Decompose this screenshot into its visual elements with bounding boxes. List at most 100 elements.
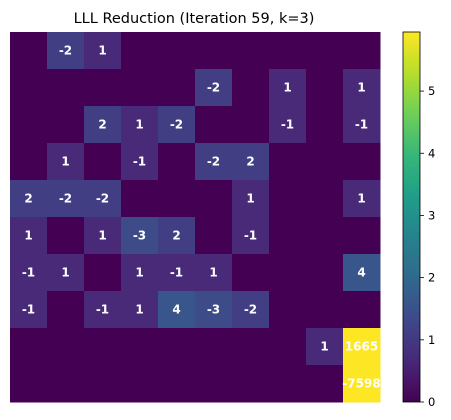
cell-value-label: 2 (172, 229, 180, 243)
colorbar-tick-label: 0 (428, 395, 435, 409)
heatmap-cell-r2-c8 (306, 106, 344, 144)
heatmap-cell-r6-c5 (195, 254, 233, 292)
heatmap-cell-r7-c4 (158, 291, 196, 329)
heatmap-cell-r3-c5 (195, 143, 233, 181)
cell-value-label: 1 (98, 44, 106, 58)
heatmap-cell-r7-c5 (195, 291, 233, 329)
heatmap-cell-r6-c3 (121, 254, 159, 292)
heatmap-cell-r7-c7 (269, 291, 307, 329)
cell-value-label: 1 (24, 229, 32, 243)
heatmap-cell-r2-c7 (269, 106, 307, 144)
cell-value-label: -1 (170, 266, 183, 280)
heatmap-cell-r9-c4 (158, 365, 196, 403)
heatmap-cell-r8-c5 (195, 328, 233, 366)
heatmap-cell-r9-c8 (306, 365, 344, 403)
heatmap-cell-r3-c3 (121, 143, 159, 181)
heatmap-cell-r2-c4 (158, 106, 196, 144)
heatmap-cell-r2-c6 (232, 106, 270, 144)
heatmap-cell-r7-c3 (121, 291, 159, 329)
heatmap-cell-r6-c7 (269, 254, 307, 292)
heatmap-cell-r1-c6 (232, 69, 270, 107)
heatmap-cell-r8-c9 (343, 328, 381, 366)
heatmap-cell-r7-c8 (306, 291, 344, 329)
cell-value-label: -2 (207, 81, 220, 95)
cell-value-label: -2 (207, 155, 220, 169)
heatmap-cell-r4-c6 (232, 180, 270, 218)
cell-value-label: -1 (244, 229, 257, 243)
heatmap-cell-r2-c2 (84, 106, 122, 144)
heatmap-cell-r0-c3 (121, 32, 159, 70)
cell-value-label: -2 (59, 44, 72, 58)
cell-value-label: -1 (355, 118, 368, 132)
heatmap-cell-r8-c2 (84, 328, 122, 366)
heatmap-cell-r6-c1 (47, 254, 85, 292)
heatmap-cell-r2-c1 (47, 106, 85, 144)
cell-value-label: 1 (283, 81, 291, 95)
cell-value-label: 1 (320, 340, 328, 354)
heatmap-cell-r2-c3 (121, 106, 159, 144)
heatmap-cell-r0-c8 (306, 32, 344, 70)
colorbar-tick-label: 2 (428, 271, 435, 285)
cell-value-label: 1665 (345, 340, 378, 354)
cell-value-label: -2 (59, 192, 72, 206)
heatmap-cell-r0-c6 (232, 32, 270, 70)
heatmap-cell-r1-c7 (269, 69, 307, 107)
heatmap-cell-r9-c7 (269, 365, 307, 403)
heatmap-cell-r1-c4 (158, 69, 196, 107)
cell-value-label: -3 (133, 229, 146, 243)
heatmap-cell-r7-c9 (343, 291, 381, 329)
heatmap-cell-r4-c4 (158, 180, 196, 218)
heatmap-cell-r5-c0 (10, 217, 48, 255)
heatmap-cell-r0-c5 (195, 32, 233, 70)
heatmap-cell-r8-c0 (10, 328, 48, 366)
heatmap-cell-r4-c9 (343, 180, 381, 218)
cell-value-label: -3 (207, 303, 220, 317)
heatmap-cell-r3-c8 (306, 143, 344, 181)
cell-value-label: 1 (357, 192, 365, 206)
cell-value-label: 1 (135, 303, 143, 317)
heatmap-cell-r3-c0 (10, 143, 48, 181)
heatmap-cell-r9-c9 (343, 365, 381, 403)
heatmap-cell-r8-c6 (232, 328, 270, 366)
heatmap-cell-r3-c4 (158, 143, 196, 181)
cell-value-label: -1 (281, 118, 294, 132)
cell-value-label: 2 (246, 155, 254, 169)
heatmap-cell-r2-c0 (10, 106, 48, 144)
heatmap-cell-r0-c9 (343, 32, 381, 70)
cell-value-label: 1 (357, 81, 365, 95)
cell-value-label: 1 (98, 229, 106, 243)
heatmap-cell-r1-c5 (195, 69, 233, 107)
heatmap-cell-r4-c5 (195, 180, 233, 218)
heatmap-cell-r5-c2 (84, 217, 122, 255)
cell-value-label: -7598 (342, 377, 380, 391)
heatmap-cell-r7-c2 (84, 291, 122, 329)
heatmap-cell-r2-c9 (343, 106, 381, 144)
cell-value-label: -1 (22, 303, 35, 317)
cell-value-label: 1 (209, 266, 217, 280)
heatmap-cell-r5-c5 (195, 217, 233, 255)
chart-title: LLL Reduction (Iteration 59, k=3) (74, 11, 315, 27)
heatmap-cell-r3-c9 (343, 143, 381, 181)
cell-value-label: 1 (246, 192, 254, 206)
cell-value-label: 2 (24, 192, 32, 206)
heatmap-cell-r9-c2 (84, 365, 122, 403)
cell-value-label: -1 (133, 155, 146, 169)
heatmap-cell-r6-c0 (10, 254, 48, 292)
cell-value-label: 4 (357, 266, 365, 280)
cell-value-label: 1 (135, 266, 143, 280)
heatmap-cell-r8-c1 (47, 328, 85, 366)
heatmap-cell-r0-c0 (10, 32, 48, 70)
heatmap-cell-r1-c1 (47, 69, 85, 107)
heatmap-cell-r8-c7 (269, 328, 307, 366)
cell-value-label: 2 (98, 118, 106, 132)
heatmap-cell-r9-c1 (47, 365, 85, 403)
colorbar-tick-label: 1 (428, 333, 435, 347)
heatmap-cell-r9-c6 (232, 365, 270, 403)
cell-value-label: -2 (170, 118, 183, 132)
heatmap-cell-r5-c4 (158, 217, 196, 255)
heatmap-cell-labels: -2 1 -2 1 1 2 1 -2 -1 -1 1 -1 -2 2 2 -2 -2 1 1 1 1 -3 2 -1 -1 1 1 -… (22, 44, 381, 391)
heatmap-cell-r3-c1 (47, 143, 85, 181)
heatmap-cells (10, 32, 381, 403)
